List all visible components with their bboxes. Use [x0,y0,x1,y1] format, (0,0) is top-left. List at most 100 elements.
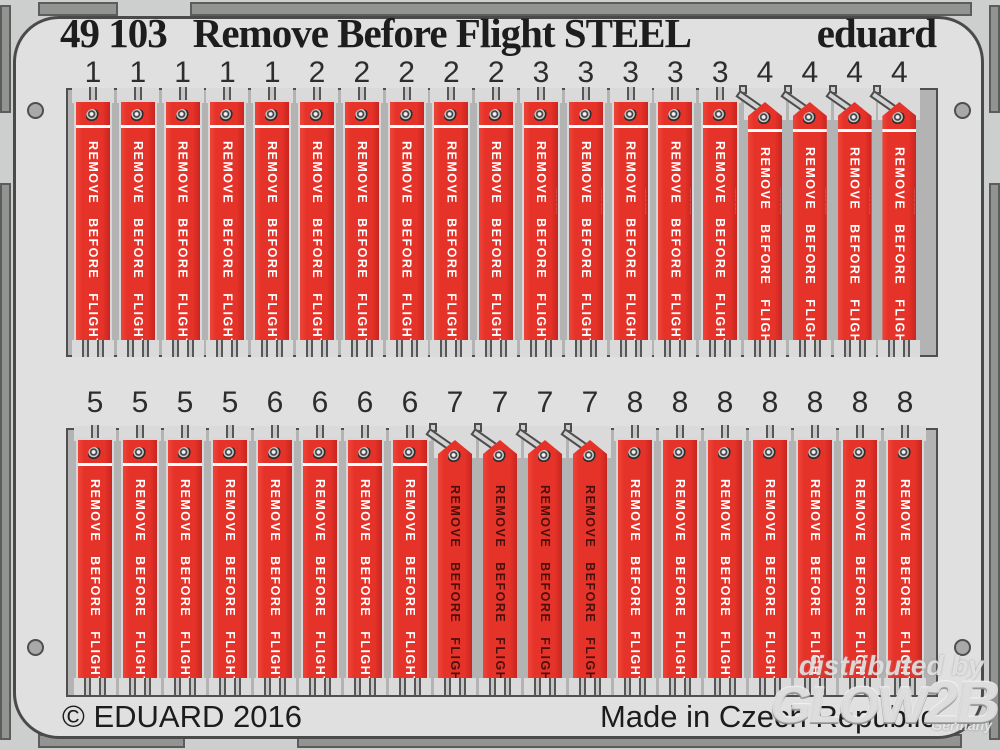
etch-cutout [749,678,791,695]
rbf-flag: REMOVE BEFORE FLIGHT [618,440,652,685]
flag-number: 5 [176,386,194,419]
flag-number: 7 [536,386,554,419]
flag-number: 3 [622,56,639,89]
flag-number: 1 [263,56,281,89]
rbf-flag: REMOVE BEFORE FLIGHT [389,102,424,347]
attachment-tab [129,678,136,695]
flag-number: 3 [532,56,550,89]
grommet-icon [178,447,192,461]
flag-unit: REMOVE BEFORE FLIGHT [704,425,746,696]
sheet-edge-strip [190,2,972,16]
attachment-tab [504,678,511,695]
rbf-flag: REMOVE BEFORE FLIGHT [753,440,787,685]
attachment-tab [357,87,366,103]
flag-text: REMOVE BEFORE FLIGHT [583,485,597,692]
micro-inscription: ·········· ········· [912,187,918,215]
micro-inscription: ·········· ········· [688,187,694,215]
flag-text: REMOVE BEFORE FLIGHT [133,479,147,686]
sheet-edge-strip [0,183,11,740]
rbf-flag: REMOVE BEFORE FLIGHT [888,440,922,685]
attachment-tab [84,678,91,695]
rbf-flag: REMOVE BEFORE FLIGHT [344,102,379,347]
flag-text: REMOVE BEFORE FLIGHT [758,147,772,354]
flag-number: 6 [356,386,374,419]
grommet-icon [489,109,504,123]
grommet-icon [628,447,642,461]
grommet-icon [758,112,772,126]
attachment-tab [354,678,361,695]
etch-cutout [164,678,206,695]
etch-cutout [699,340,742,357]
flag-unit: REMOVE BEFORE FLIGHT [206,87,249,358]
etch-cutout [839,678,881,695]
rbf-flag: REMOVE BEFORE FLIGHT [438,440,472,678]
flag-unit: REMOVE BEFORE FLIGHT [299,425,341,696]
attachment-tab [324,678,331,695]
flag-text: REMOVE BEFORE FLIGHT [265,141,280,348]
attachment-tab [894,678,901,695]
attachment-tab [858,340,866,357]
attachment-tab [126,340,134,357]
flag-text: REMOVE BEFORE FLIGHT [718,479,732,686]
flag-stripe [120,125,155,128]
rbf-flag: REMOVE BEFORE FLIGHT [78,440,112,685]
etch-cutout [479,678,521,695]
attachment-tab [624,678,631,695]
etch-cutout [833,340,876,357]
attachment-tab [631,425,639,441]
micro-inscription: ·········· ········· [643,187,649,215]
attachment-tab [361,425,369,441]
attachment-tab [500,340,508,357]
flag-unit: REMOVE BEFORE FLIGHT [119,425,161,696]
etch-cutout [161,340,204,357]
flag-number: 5 [86,386,104,419]
flag-number: 1 [84,56,102,89]
attachment-tab [444,678,451,695]
flag-unit: REMOVE BEFORE FLIGHT [251,87,294,358]
attachment-tab [724,340,732,357]
attachment-tab [671,87,680,103]
rbf-flag: REMOVE BEFORE FLIGHT [843,440,877,685]
attachment-tab [279,678,286,695]
flag-number: 1 [174,56,191,89]
attachment-tab [537,87,545,103]
flag-stripe [393,463,427,466]
etch-cutout [564,340,607,357]
attachment-tab [189,678,196,695]
attachment-tab [306,340,313,357]
flag-number: 8 [671,386,689,419]
flag-unit: REMOVE BEFORE FLIGHT [254,425,296,696]
rbf-flag: REMOVE BEFORE FLIGHT ·········· ········· [568,102,604,347]
etch-cutout [744,340,786,357]
flag-number: 2 [398,56,415,89]
grommet-icon [358,447,372,461]
attachment-tab [350,340,358,357]
flag-unit: REMOVE BEFORE FLIGHT ·········· ········· [609,87,652,358]
flag-unit: REMOVE BEFORE FLIGHT [74,425,116,696]
etch-cutout [609,340,652,357]
attachment-tab [549,678,556,695]
flag-stripe [300,125,334,128]
flag-unit: REMOVE BEFORE FLIGHT [659,425,701,696]
etch-cutout [389,678,431,695]
etch-cutout [206,340,249,357]
grommet-icon [268,447,282,461]
attachment-tab [234,678,241,695]
rbf-flag: REMOVE BEFORE FLIGHT [120,102,155,347]
flag-stripe [210,125,245,128]
attachment-tab [178,87,187,103]
attachment-tab [144,678,151,695]
attachment-tab [909,678,916,695]
flag-text: REMOVE BEFORE FLIGHT [847,147,862,354]
origin-text: Made in Czech Republic [599,699,936,734]
flag-text: REMOVE BEFORE FLIGHT [86,141,100,348]
etch-cutout [569,678,611,695]
grommet-icon [88,447,102,461]
rbf-flag: REMOVE BEFORE FLIGHT ·········· ········· [748,102,782,340]
etch-cutout [520,340,562,357]
attachment-tab [91,425,99,441]
attachment-tab [721,425,729,441]
micro-inscription: ·········· ········· [733,187,739,215]
attachment-tab [619,340,627,357]
etch-cutout [524,678,566,695]
